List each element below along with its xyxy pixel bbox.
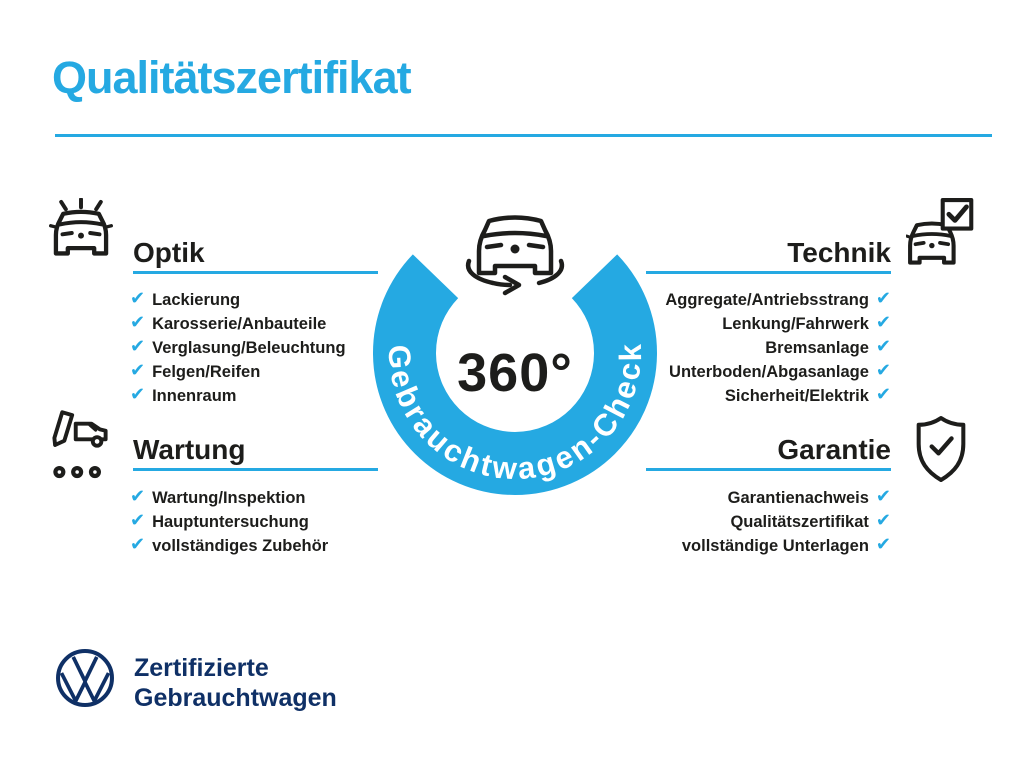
list-item: Aggregate/Antriebsstrang ✔: [665, 288, 891, 309]
section-rule-technik: [646, 271, 891, 274]
check-icon: ✔: [875, 288, 891, 309]
check-icon: ✔: [875, 534, 891, 555]
section-title-optik: Optik: [133, 237, 205, 268]
badge-value: 360°: [457, 343, 573, 403]
shiny-car-icon: [48, 198, 114, 256]
check-icon: ✔: [875, 336, 891, 357]
list-item: ✔ Lackierung: [130, 288, 241, 309]
badge-ring: [373, 254, 657, 495]
check-icon: ✔: [875, 486, 891, 507]
check-icon: ✔: [130, 486, 146, 507]
check-icon: ✔: [875, 360, 891, 381]
section-rule-optik: [133, 271, 378, 274]
check-icon: ✔: [130, 288, 146, 309]
check-icon: ✔: [130, 534, 146, 555]
check-icon: ✔: [130, 360, 146, 381]
checklist-technik: Aggregate/Antriebsstrang ✔ Lenkung/Fahrwe…: [665, 288, 891, 408]
check-icon: ✔: [875, 384, 891, 405]
shield-check-icon: [916, 415, 966, 483]
page-title: Qualitätszertifikat: [52, 52, 412, 103]
section-rule-wartung: [133, 468, 378, 471]
brand-claim: Zertifizierte Gebrauchtwagen: [134, 653, 337, 713]
list-item: ✔ vollständiges Zubehör: [130, 534, 329, 555]
car-checkbox-icon: [906, 198, 974, 265]
list-item: ✔ Karosserie/Anbauteile: [130, 312, 327, 333]
list-item: Bremsanlage ✔: [765, 336, 891, 357]
list-item: ✔ Felgen/Reifen: [130, 360, 261, 381]
list-item: Garantienachweis ✔: [727, 486, 891, 507]
360-check-badge: Gebrauchtwagen-Check 360°: [373, 215, 657, 495]
list-item: Sicherheit/Elektrik ✔: [724, 384, 891, 405]
list-item: vollständige Unterlagen ✔: [681, 534, 891, 555]
list-item: Unterboden/Abgasanlage ✔: [669, 360, 891, 381]
list-item: ✔ Hauptuntersuchung: [130, 510, 309, 531]
check-icon: ✔: [875, 510, 891, 531]
section-rule-garantie: [646, 468, 891, 471]
service-checklist-icon: [52, 410, 108, 479]
checklist-garantie: Garantienachweis ✔ Qualitätszertifikat ✔ v…: [682, 486, 891, 558]
checklist-wartung: ✔ Wartung/Inspektion ✔ Hauptuntersuchung ✔…: [130, 486, 328, 558]
list-item: ✔ Innenraum: [130, 384, 237, 405]
check-icon: ✔: [130, 384, 146, 405]
check-icon: ✔: [130, 510, 146, 531]
list-item: ✔ Verglasung/Beleuchtung: [130, 336, 346, 357]
list-item: ✔ Wartung/Inspektion: [130, 486, 306, 507]
section-title-garantie: Garantie: [777, 434, 891, 465]
rotating-car-icon: [465, 215, 565, 296]
list-item: Lenkung/Fahrwerk ✔: [722, 312, 891, 333]
check-icon: ✔: [130, 336, 146, 357]
check-icon: ✔: [130, 312, 146, 333]
brand-line-2: Gebrauchtwagen: [134, 684, 337, 712]
vw-logo: [56, 649, 114, 707]
check-icon: ✔: [875, 312, 891, 333]
section-title-technik: Technik: [787, 237, 891, 268]
brand-line-1: Zertifizierte: [134, 654, 269, 682]
section-title-wartung: Wartung: [133, 434, 246, 465]
list-item: Qualitätszertifikat ✔: [730, 510, 891, 531]
checklist-optik: ✔ Lackierung ✔ Karosserie/Anbauteile ✔ Verg…: [130, 288, 346, 408]
header-divider: [55, 134, 992, 137]
